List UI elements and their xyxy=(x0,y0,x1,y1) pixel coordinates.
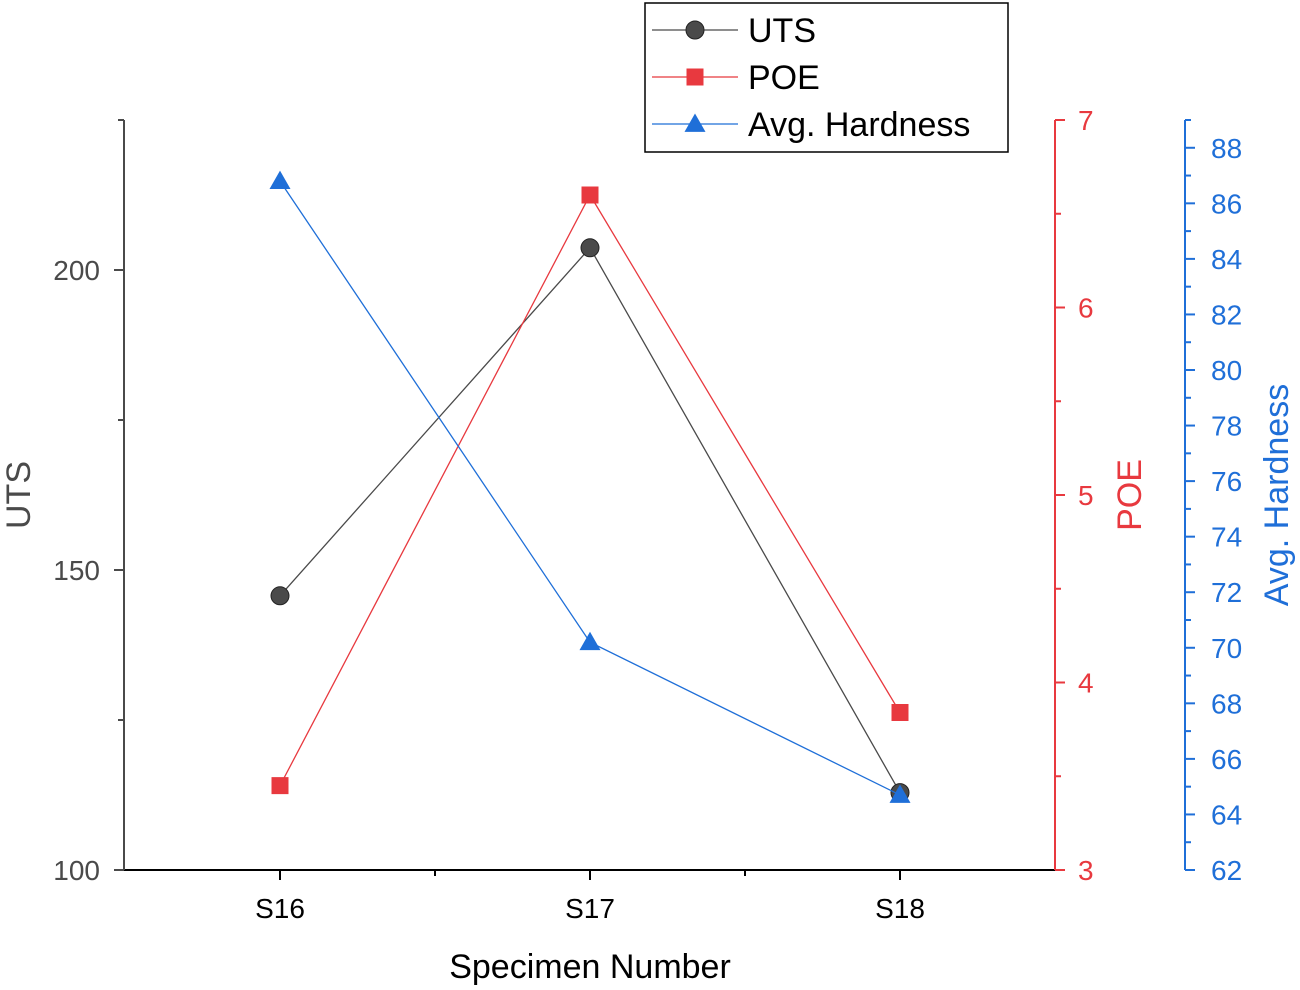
right2-tick-label: 70 xyxy=(1211,633,1242,664)
right2-tick-label: 82 xyxy=(1211,299,1242,330)
right2-tick-label: 74 xyxy=(1211,522,1242,553)
legend-entry: UTS xyxy=(652,12,816,50)
data-point xyxy=(270,586,290,606)
right1-tick-label: 3 xyxy=(1078,855,1094,886)
data-point xyxy=(269,170,291,189)
x-tick-label: S17 xyxy=(565,893,615,924)
series-line xyxy=(279,193,901,786)
legend-entry: POE xyxy=(652,59,820,97)
legend-label: POE xyxy=(748,59,820,97)
right2-tick-label: 84 xyxy=(1211,244,1242,275)
x-tick-label: S16 xyxy=(255,893,305,924)
right1-tick-label: 7 xyxy=(1078,105,1094,136)
legend-marker xyxy=(684,113,706,132)
hardness-axis-title: Avg. Hardness xyxy=(1258,384,1296,606)
series-poe xyxy=(271,186,909,795)
left-tick-label: 200 xyxy=(53,255,100,286)
series-layer xyxy=(269,170,911,803)
data-point xyxy=(579,631,601,651)
right2-tick-label: 66 xyxy=(1211,744,1242,775)
data-point xyxy=(889,784,911,803)
right2-tick-label: 72 xyxy=(1211,577,1242,608)
right1-tick-label: 4 xyxy=(1078,668,1094,699)
series-uts xyxy=(270,238,910,803)
left-tick-label: 150 xyxy=(53,555,100,586)
x-tick-label: S18 xyxy=(875,893,925,924)
data-point xyxy=(580,238,600,258)
data-point xyxy=(581,186,599,204)
series-avg-hardness xyxy=(269,170,911,803)
right2-tick-label: 86 xyxy=(1211,188,1242,219)
legend-label: UTS xyxy=(748,12,816,50)
right2-tick-label: 64 xyxy=(1211,799,1242,830)
legend-entries: UTS POE Avg. Hardness xyxy=(652,12,970,144)
right2-tick-label: 80 xyxy=(1211,355,1242,386)
series-line xyxy=(279,180,901,796)
left-tick-label: 100 xyxy=(53,855,100,886)
series-line xyxy=(279,246,901,793)
right1-tick-label: 6 xyxy=(1078,293,1094,324)
data-point xyxy=(271,777,289,795)
poe-axis-title: POE xyxy=(1111,459,1149,531)
legend-label: Avg. Hardness xyxy=(748,106,970,144)
data-point xyxy=(891,704,909,721)
x-axis-title: Specimen Number xyxy=(449,948,731,986)
left-axis-title: UTS xyxy=(0,461,38,529)
right2-tick-label: 62 xyxy=(1211,855,1242,886)
axes-layer: S16 S17 S18 100 150 200 3 4 5 6 7 62 64 66 68 70 72 74 76 7… xyxy=(53,105,1242,924)
legend: UTS POE Avg. Hardness xyxy=(644,2,1009,153)
right1-tick-label: 5 xyxy=(1078,480,1094,511)
right2-tick-label: 88 xyxy=(1211,133,1242,164)
legend-marker xyxy=(685,20,705,40)
right2-tick-label: 68 xyxy=(1211,688,1242,719)
legend-entry: Avg. Hardness xyxy=(652,106,970,144)
right2-tick-label: 76 xyxy=(1211,466,1242,497)
legend-marker xyxy=(686,68,704,86)
right2-tick-label: 78 xyxy=(1211,411,1242,442)
